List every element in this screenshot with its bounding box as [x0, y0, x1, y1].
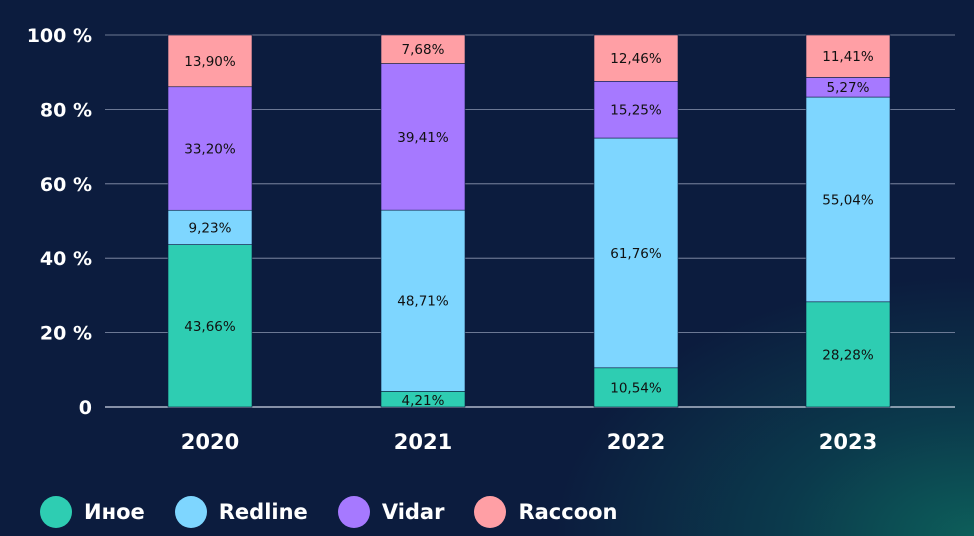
- bar-segment: [167, 86, 253, 211]
- x-tick-label: 2021: [394, 430, 452, 454]
- bar-segment: [593, 137, 679, 369]
- data-label: 28,28%: [822, 347, 874, 363]
- bar-segment: [167, 209, 253, 245]
- legend-swatch-raccoon: [474, 496, 507, 528]
- legend-swatch-inoe: [40, 496, 72, 528]
- data-label: 61,76%: [610, 246, 662, 262]
- bar-segment: [805, 34, 891, 78]
- y-tick-label: 20 %: [40, 323, 92, 345]
- data-label: 33,20%: [184, 141, 236, 157]
- x-tick-label: 2023: [819, 430, 877, 454]
- bar-segment: [167, 244, 253, 408]
- y-tick-label: 100 %: [27, 25, 92, 47]
- legend-item-vidar: Vidar: [337, 496, 445, 528]
- bars: 43,66% 9,23% 33,20% 13,90% 4,21% 48,71% 39,41%…: [167, 34, 891, 409]
- legend-item-raccoon: Raccoon: [474, 496, 618, 528]
- x-axis-ticks: 2020 2021 2022 2023: [181, 430, 877, 454]
- data-label: 4,21%: [402, 393, 445, 409]
- data-label: 15,25%: [610, 103, 662, 119]
- data-label: 43,66%: [184, 319, 236, 335]
- legend-label-inoe: Иное: [84, 500, 145, 524]
- data-label: 55,04%: [822, 192, 874, 208]
- bar-segment: [805, 301, 891, 408]
- bar-segment: [380, 63, 466, 211]
- legend: Иное Redline Vidar Raccoon: [40, 494, 648, 530]
- data-label: 39,41%: [397, 130, 449, 146]
- legend-swatch-redline: [174, 496, 207, 528]
- legend-label-redline: Redline: [218, 500, 308, 524]
- data-label: 9,23%: [189, 220, 232, 236]
- y-tick-label: 60 %: [40, 174, 92, 196]
- bar-segment: [380, 209, 466, 392]
- stacked-bar-chart: 0 20 % 40 % 60 % 80 % 100 % 43,66% 9,23% 33,20%…: [27, 25, 955, 454]
- bar-segment: [593, 367, 679, 408]
- legend-label-raccoon: Raccoon: [518, 500, 618, 524]
- bar-segment: [593, 34, 679, 82]
- data-label: 11,41%: [822, 49, 874, 65]
- data-label: 13,90%: [184, 54, 236, 70]
- x-tick-label: 2022: [607, 430, 665, 454]
- bar-segment: [380, 34, 466, 64]
- legend-item-redline: Redline: [174, 496, 308, 528]
- bar-segment: [167, 34, 253, 88]
- bar-segment: [805, 96, 891, 303]
- x-tick-label: 2020: [181, 430, 239, 454]
- data-label: 48,71%: [397, 294, 449, 310]
- data-label: 5,27%: [827, 80, 870, 96]
- legend-label-vidar: Vidar: [381, 500, 445, 524]
- bar-segment: [593, 81, 679, 139]
- y-tick-label: 0: [79, 397, 92, 419]
- data-label: 7,68%: [402, 42, 445, 58]
- legend-swatch-vidar: [337, 496, 370, 528]
- data-label: 10,54%: [610, 380, 662, 396]
- y-axis-ticks: 0 20 % 40 % 60 % 80 % 100 %: [27, 25, 92, 419]
- data-label: 12,46%: [610, 51, 662, 67]
- legend-item-inoe: Иное: [40, 496, 145, 528]
- y-tick-label: 40 %: [40, 248, 92, 270]
- y-tick-label: 80 %: [40, 99, 92, 121]
